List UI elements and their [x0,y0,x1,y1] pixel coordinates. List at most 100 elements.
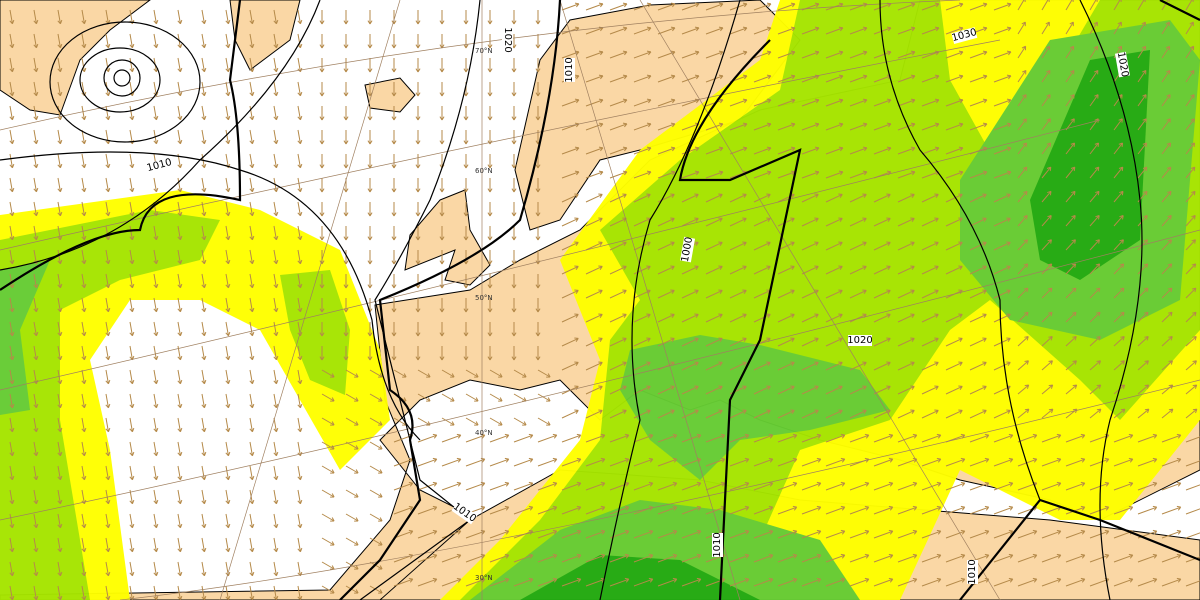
wind-arrow-icon [801,193,819,203]
wind-arrow-icon [177,129,183,145]
wind-arrow-icon [1089,336,1101,347]
wind-arrow-icon [391,274,397,289]
wind-arrow-icon [849,433,870,443]
wind-arrow-icon [825,193,843,203]
wind-arrow-icon [825,50,844,59]
wind-arrow-icon [1185,190,1196,203]
wind-arrow-icon [319,322,325,337]
wind-arrow-icon [753,433,774,443]
wind-arrow-icon [681,385,699,395]
wind-arrow-icon [487,202,493,217]
wind-arrow-icon [1137,118,1147,131]
wind-arrow-icon [897,241,915,251]
wind-arrow-icon [969,409,987,419]
wind-arrow-icon [609,385,627,395]
wind-arrow-icon [1161,166,1172,179]
wind-arrow-icon [1089,408,1102,419]
wind-arrow-icon [873,289,891,299]
wind-arrow-icon [921,289,939,299]
wind-arrow-icon [369,561,383,570]
wind-arrow-icon [633,409,651,419]
wind-arrow-icon [1017,360,1029,371]
wind-arrow-icon [297,225,303,241]
wind-arrow-icon [391,130,397,145]
wind-arrow-icon [1113,457,1134,467]
wind-arrow-icon [753,2,772,11]
wind-arrow-icon [297,153,303,169]
wind-arrow-icon [345,585,359,594]
wind-arrow-icon [969,241,987,251]
wind-arrow-icon [777,313,795,323]
wind-arrow-icon [1041,239,1052,251]
wind-arrow-icon [33,33,39,49]
wind-arrow-icon [415,82,421,97]
wind-arrow-icon [681,577,702,587]
wind-arrow-icon [681,289,699,299]
wind-arrow-icon [319,130,325,145]
wind-arrow-icon [57,489,63,505]
wind-arrow-icon [825,409,843,419]
wind-arrow-icon [489,417,503,426]
wind-arrow-icon [129,225,135,241]
wind-arrow-icon [1089,263,1101,275]
wind-arrow-icon [393,481,414,491]
wind-arrow-icon [705,481,726,491]
wind-arrow-icon [657,241,675,251]
wind-arrow-icon [1137,505,1158,515]
wind-arrow-icon [225,297,231,313]
wind-arrow-icon [1017,142,1028,155]
wind-arrow-icon [537,553,558,563]
wind-arrow-icon [1089,311,1101,323]
wind-arrow-icon [129,105,135,121]
wind-arrow-icon [993,74,1012,83]
wind-arrow-icon [105,369,111,385]
wind-arrow-icon [945,385,963,395]
wind-arrow-icon [585,265,603,275]
wind-arrow-icon [249,417,255,433]
wind-arrow-icon [1161,553,1182,563]
wind-arrow-icon [367,202,373,217]
wind-arrow-icon [57,57,63,73]
wind-arrow-icon [535,346,541,361]
wind-arrow-icon [921,577,942,587]
wind-arrow-icon [1089,166,1100,179]
wind-arrow-icon [343,250,349,265]
wind-arrow-icon [415,10,421,25]
wind-arrow-icon [273,513,279,529]
wind-arrow-icon [609,50,628,59]
wind-arrow-icon [105,33,111,49]
wind-arrow-icon [1041,457,1062,467]
wind-arrow-icon [249,561,255,577]
wind-arrow-icon [297,369,303,385]
wind-arrow-icon [753,146,772,155]
wind-arrow-icon [585,289,603,299]
wind-arrow-icon [319,58,325,73]
wind-arrow-icon [273,33,279,49]
wind-arrow-icon [969,457,990,467]
wind-arrow-icon [153,417,159,433]
wind-arrow-icon [561,217,579,227]
wind-arrow-icon [801,170,820,179]
wind-arrow-icon [657,122,676,131]
wind-arrow-icon [57,81,63,97]
wind-arrow-icon [753,529,774,539]
wind-arrow-icon [1065,142,1076,155]
precip-core-central [620,335,890,480]
wind-arrow-icon [561,289,579,299]
wind-arrow-icon [57,345,63,361]
wind-arrow-icon [129,273,135,289]
wind-arrow-icon [321,417,335,426]
wind-arrow-icon [657,26,676,35]
wind-arrow-icon [105,585,111,600]
wind-arrow-icon [825,74,844,83]
wind-arrow-icon [921,433,942,443]
wind-arrow-icon [57,273,63,289]
wind-arrow-icon [1017,45,1027,59]
wind-arrow-icon [633,385,651,395]
wind-arrow-icon [9,441,15,457]
wind-arrow-icon [201,57,207,73]
wind-arrow-icon [801,122,820,131]
wind-arrow-icon [367,58,373,73]
wind-arrow-icon [81,297,87,313]
wind-arrow-icon [177,249,183,265]
